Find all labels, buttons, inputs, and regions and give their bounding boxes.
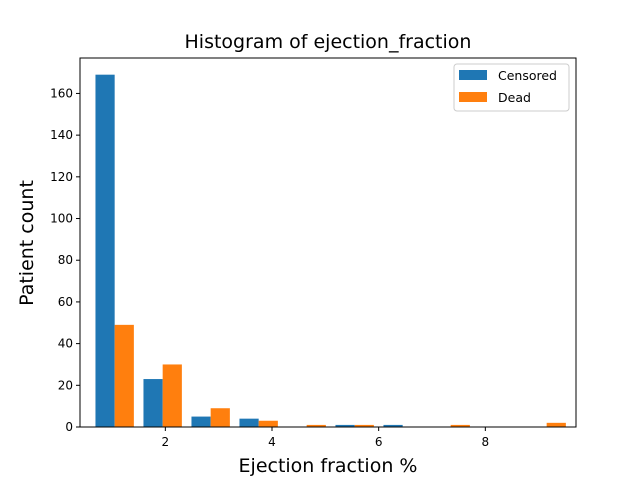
y-tick-label: 40 bbox=[58, 337, 73, 351]
plot-frame bbox=[79, 57, 577, 428]
bar-censored-bin-6 bbox=[383, 424, 403, 427]
legend-swatch-dead bbox=[459, 92, 487, 102]
y-tick-label: 20 bbox=[58, 378, 73, 392]
x-tick-label: 6 bbox=[375, 435, 383, 449]
legend-label-dead: Dead bbox=[498, 90, 531, 105]
bars-group bbox=[95, 74, 566, 427]
legend: Censored Dead bbox=[453, 63, 570, 112]
y-tick-label: 140 bbox=[50, 128, 73, 142]
bar-censored-bin-1 bbox=[143, 379, 163, 427]
x-tick-label: 4 bbox=[268, 435, 276, 449]
x-tick-label: 8 bbox=[482, 435, 490, 449]
y-axis-ticks: 0 20 40 60 80 100 120 140 160 bbox=[50, 86, 80, 434]
bar-censored-bin-0 bbox=[95, 74, 115, 427]
bar-dead-bin-0 bbox=[114, 324, 134, 427]
bar-censored-bin-5 bbox=[335, 424, 355, 427]
bar-dead-bin-1 bbox=[162, 364, 182, 427]
bar-dead-bin-4 bbox=[306, 424, 326, 427]
y-tick-label: 0 bbox=[65, 420, 73, 434]
y-axis-label: Patient count bbox=[16, 180, 38, 306]
y-tick-label: 100 bbox=[50, 212, 73, 226]
bar-dead-bin-3 bbox=[258, 420, 278, 427]
bar-censored-bin-2 bbox=[191, 416, 211, 427]
y-tick-label: 120 bbox=[50, 170, 73, 184]
bar-censored-bin-3 bbox=[239, 418, 259, 427]
y-tick-label: 80 bbox=[58, 253, 73, 267]
x-tick-label: 2 bbox=[162, 435, 170, 449]
bar-dead-bin-9 bbox=[546, 422, 566, 427]
x-axis-label: Ejection fraction % bbox=[239, 455, 418, 477]
legend-label-censored: Censored bbox=[498, 68, 557, 83]
y-tick-label: 60 bbox=[58, 295, 73, 309]
bar-dead-bin-5 bbox=[354, 424, 374, 427]
legend-swatch-censored bbox=[459, 70, 487, 80]
bar-dead-bin-2 bbox=[210, 408, 230, 427]
bar-dead-bin-7 bbox=[450, 424, 470, 427]
y-tick-label: 160 bbox=[50, 86, 73, 100]
chart-title: Histogram of ejection_fraction bbox=[185, 31, 472, 53]
x-axis-ticks: 2 4 6 8 bbox=[162, 427, 490, 449]
